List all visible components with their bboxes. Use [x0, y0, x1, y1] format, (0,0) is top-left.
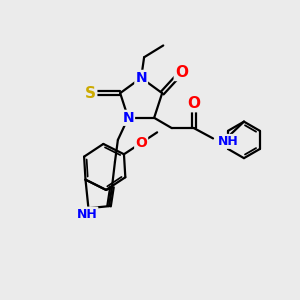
- Text: NH: NH: [76, 208, 97, 220]
- Text: NH: NH: [218, 135, 239, 148]
- Text: O: O: [135, 136, 147, 150]
- Text: S: S: [85, 85, 96, 100]
- Text: O: O: [175, 65, 188, 80]
- Text: O: O: [188, 96, 200, 111]
- Text: N: N: [122, 111, 134, 125]
- Text: N: N: [135, 71, 147, 85]
